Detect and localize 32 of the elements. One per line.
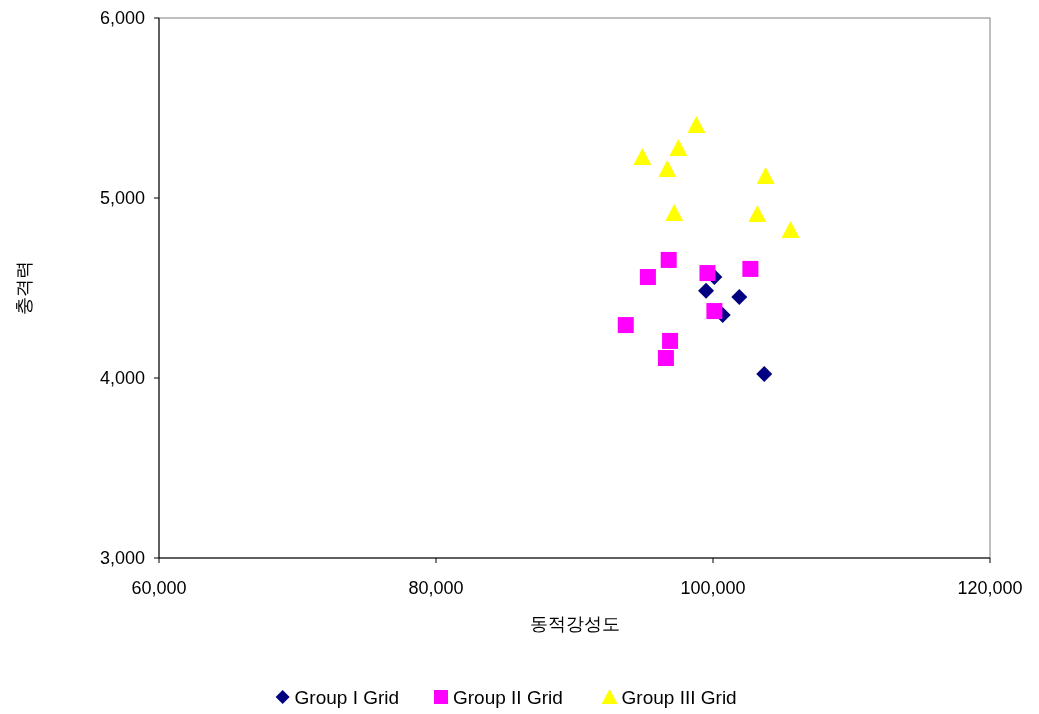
y-tick-label: 4,000 — [99, 368, 145, 388]
point — [731, 289, 748, 305]
y-axis-title: 충격력 — [14, 261, 34, 315]
legend-label: Group I Grid — [294, 687, 400, 708]
x-tick-label: 80,000 — [408, 578, 464, 598]
x-tick-label: 100,000 — [680, 578, 746, 598]
point — [699, 265, 716, 282]
point — [756, 366, 773, 383]
point — [698, 282, 715, 299]
point — [665, 203, 684, 221]
point — [639, 269, 656, 286]
x-axis-title: 동적강성도 — [529, 614, 620, 634]
y-tick-label: 3,000 — [99, 548, 145, 568]
point — [657, 350, 674, 367]
point — [617, 317, 634, 334]
point — [706, 303, 723, 320]
point — [748, 205, 767, 223]
x-tick-label: 120,000 — [957, 578, 1023, 598]
point — [662, 332, 679, 349]
point — [742, 260, 759, 277]
y-tick-label: 6,000 — [99, 8, 145, 28]
legend-label: Group III Grid — [621, 687, 737, 708]
point — [687, 115, 706, 133]
point — [658, 160, 677, 178]
legend-label: Group II Grid — [453, 687, 563, 708]
y-tick-label: 5,000 — [99, 188, 145, 208]
point — [756, 167, 775, 185]
point — [633, 147, 652, 165]
point — [781, 221, 800, 239]
point — [660, 251, 677, 268]
x-tick-label: 60,000 — [131, 578, 187, 598]
point — [669, 138, 688, 156]
